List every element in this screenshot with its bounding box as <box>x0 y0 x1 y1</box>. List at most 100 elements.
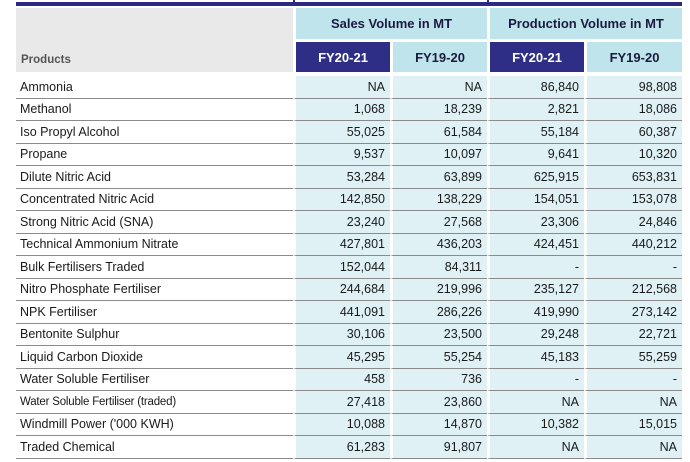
top-rule-tick <box>487 0 489 6</box>
sales-fy20-21-value: 142,850 <box>293 188 390 211</box>
production-fy20-21-header: FY20-21 <box>487 42 584 72</box>
table-row: Iso Propyl Alcohol 55,025 61,584 55,184 60,3… <box>16 121 683 144</box>
group-header-row: Products Sales Volume in MT Production V… <box>16 8 683 72</box>
sales-fy19-20-value: 27,568 <box>390 211 487 234</box>
sales-fy20-21-value: 152,044 <box>293 256 390 279</box>
production-fy20-21-value: - <box>487 368 584 391</box>
product-name: Water Soluble Fertiliser (traded) <box>16 391 293 414</box>
products-header: Products <box>16 8 293 72</box>
sales-fy19-20-value: 84,311 <box>390 256 487 279</box>
table-row: Technical Ammonium Nitrate 427,801 436,203… <box>16 233 683 256</box>
top-rule-tick <box>293 0 295 6</box>
product-name: Traded Chemical <box>16 436 293 459</box>
production-fy20-21-value: - <box>487 256 584 279</box>
sales-fy19-20-value: 63,899 <box>390 166 487 189</box>
production-fy20-21-value: 154,051 <box>487 188 584 211</box>
sales-fy20-21-value: 427,801 <box>293 233 390 256</box>
production-volume-header: Production Volume in MT <box>487 8 683 42</box>
product-name: Ammonia <box>16 76 293 99</box>
sales-fy19-20-value: 23,860 <box>390 391 487 414</box>
production-fy20-21-value: 29,248 <box>487 323 584 346</box>
production-fy19-20-value: 273,142 <box>584 301 683 324</box>
top-rule <box>16 2 682 6</box>
production-fy20-21-value: 235,127 <box>487 278 584 301</box>
production-fy20-21-value: 9,641 <box>487 143 584 166</box>
production-fy20-21-value: 23,306 <box>487 211 584 234</box>
sales-fy20-21-value: 27,418 <box>293 391 390 414</box>
table-row: Water Soluble Fertiliser 458 736- - <box>16 368 683 391</box>
table-row: Concentrated Nitric Acid 142,850 138,229 15… <box>16 188 683 211</box>
sales-fy20-21-value: 458 <box>293 368 390 391</box>
table-row: Methanol 1,068 18,239 2,821 18,086 <box>16 98 683 121</box>
sales-fy20-21-header: FY20-21 <box>293 42 390 72</box>
production-fy20-21-value: 625,915 <box>487 166 584 189</box>
sales-fy20-21-value: 244,684 <box>293 278 390 301</box>
sales-fy19-20-value: 138,229 <box>390 188 487 211</box>
table-row: Dilute Nitric Acid 53,284 63,899 625,915 653… <box>16 166 683 189</box>
production-fy20-21-value: 2,821 <box>487 98 584 121</box>
table-row: Windmill Power ('000 KWH) 10,088 14,870 10,… <box>16 413 683 436</box>
sales-fy19-20-value: 14,870 <box>390 413 487 436</box>
sales-fy19-20-value: 736 <box>390 368 487 391</box>
product-name: Concentrated Nitric Acid <box>16 189 293 211</box>
sales-fy19-20-value: 61,584 <box>390 121 487 144</box>
production-fy20-21-value: 424,451 <box>487 233 584 256</box>
sales-fy20-21-value: 23,240 <box>293 211 390 234</box>
product-name: Bentonite Sulphur <box>16 324 293 346</box>
product-name: NPK Fertiliser <box>16 301 293 324</box>
sales-fy19-20-value: 10,097 <box>390 143 487 166</box>
sales-fy19-20-value: 286,226 <box>390 301 487 324</box>
sales-fy20-21-value: 61,283 <box>293 436 390 459</box>
production-fy19-20-value: 98,808 <box>584 76 683 99</box>
table-row: Strong Nitric Acid (SNA) 23,240 27,568 23,3… <box>16 211 683 234</box>
production-fy20-21-value: NA <box>487 391 584 414</box>
sales-fy19-20-header: FY19-20 <box>390 42 487 72</box>
sales-fy20-21-value: 10,088 <box>293 413 390 436</box>
product-name: Technical Ammonium Nitrate <box>16 234 293 256</box>
production-fy20-21-value: 10,382 <box>487 413 584 436</box>
sales-fy20-21-value: 55,025 <box>293 121 390 144</box>
product-name: Liquid Carbon Dioxide <box>16 346 293 369</box>
product-name: Windmill Power ('000 KWH) <box>16 414 293 436</box>
sales-fy19-20-value: NA <box>390 76 487 99</box>
production-fy20-21-value: 55,184 <box>487 121 584 144</box>
production-fy19-20-value: 15,015 <box>584 413 683 436</box>
production-fy19-20-value: 440,212 <box>584 233 683 256</box>
product-name: Bulk Fertilisers Traded <box>16 256 293 279</box>
production-fy19-20-value: 24,846 <box>584 211 683 234</box>
production-fy20-21-value: NA <box>487 436 584 459</box>
year-header-row: FY20-21 FY19-20 FY20-21 FY19-20 <box>16 42 683 72</box>
table-row: Bentonite Sulphur 30,106 23,500 29,248 22,72… <box>16 323 683 346</box>
product-name: Propane <box>16 144 293 166</box>
sales-fy20-21-value: 9,537 <box>293 143 390 166</box>
product-name: Nitro Phosphate Fertiliser <box>16 279 293 301</box>
production-fy19-20-value: NA <box>584 436 683 459</box>
table-row: Bulk Fertilisers Traded 152,044 84,311- - <box>16 256 683 279</box>
production-fy19-20-header: FY19-20 <box>584 42 683 72</box>
table-row: Nitro Phosphate Fertiliser 244,684 219,996… <box>16 278 683 301</box>
sales-fy20-21-value: NA <box>293 76 390 99</box>
production-fy20-21-value: 86,840 <box>487 76 584 99</box>
product-name: Methanol <box>16 99 293 121</box>
product-name: Water Soluble Fertiliser <box>16 369 293 391</box>
production-fy19-20-value: 18,086 <box>584 98 683 121</box>
product-name: Iso Propyl Alcohol <box>16 121 293 144</box>
product-name: Strong Nitric Acid (SNA) <box>16 211 293 234</box>
table-row: Ammonia NA NA 86,840 98,808 <box>16 76 683 99</box>
sales-fy20-21-value: 45,295 <box>293 346 390 369</box>
volume-table: Products Sales Volume in MT Production V… <box>16 8 683 459</box>
product-name: Dilute Nitric Acid <box>16 166 293 189</box>
sales-fy20-21-value: 1,068 <box>293 98 390 121</box>
production-fy19-20-value: 212,568 <box>584 278 683 301</box>
sales-fy20-21-value: 30,106 <box>293 323 390 346</box>
sales-fy20-21-value: 441,091 <box>293 301 390 324</box>
table-row: Traded Chemical 61,283 91,807 NA NA <box>16 436 683 459</box>
production-fy19-20-value: 653,831 <box>584 166 683 189</box>
table-row: Propane 9,537 10,097 9,641 10,320 <box>16 143 683 166</box>
table-row: Water Soluble Fertiliser (traded) 27,418 2… <box>16 391 683 414</box>
sales-fy19-20-value: 436,203 <box>390 233 487 256</box>
sales-fy19-20-value: 91,807 <box>390 436 487 459</box>
sales-volume-header: Sales Volume in MT <box>293 8 487 42</box>
production-fy19-20-value: 153,078 <box>584 188 683 211</box>
production-fy19-20-value: 10,320 <box>584 143 683 166</box>
